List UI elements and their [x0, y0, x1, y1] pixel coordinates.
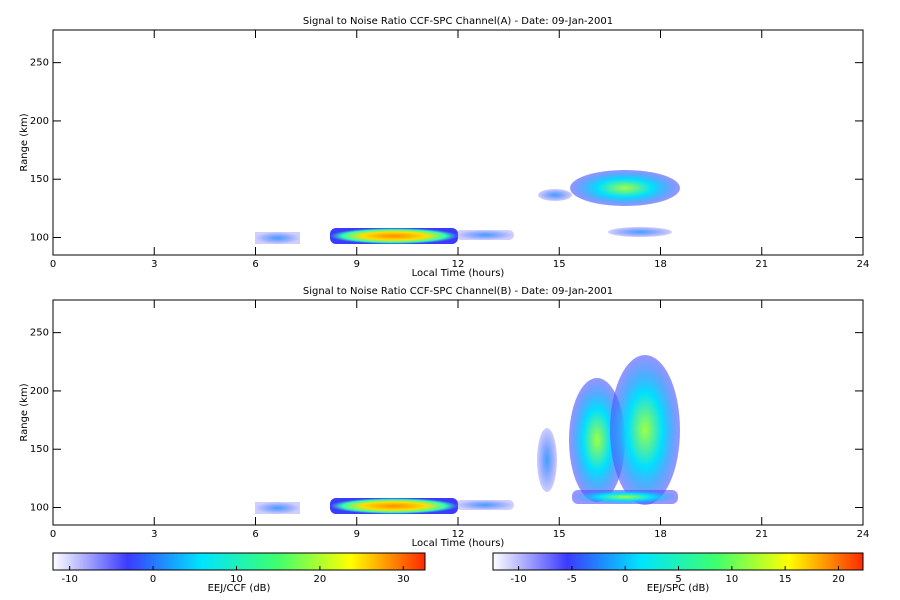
x-tick-label: 3 [151, 259, 157, 270]
x-tick-label: 15 [553, 259, 566, 270]
y-tick-label: 200 [30, 116, 49, 127]
y-tick-label: 250 [30, 328, 49, 339]
x-tick-label: 0 [50, 529, 56, 540]
colorbar-tick-label: -10 [510, 574, 526, 585]
x-tick-label: 9 [354, 529, 360, 540]
x-tick-label: 21 [755, 259, 768, 270]
x-axis-label: Local Time (hours) [412, 268, 505, 279]
colorbar-tick-label: -10 [62, 574, 78, 585]
chart-title: Signal to Noise Ratio CCF-SPC Channel(B)… [303, 286, 613, 297]
x-tick-label: 18 [654, 529, 667, 540]
x-tick-label: 24 [857, 529, 870, 540]
x-tick-label: 6 [252, 259, 258, 270]
y-axis-label: Range (km) [19, 113, 30, 171]
y-tick-label: 150 [30, 444, 49, 455]
echo-regions-a [255, 170, 680, 244]
colorbar-tick-label: -5 [567, 574, 577, 585]
x-tick-label: 0 [50, 259, 56, 270]
y-tick-label: 200 [30, 386, 49, 397]
colorbar [52, 552, 426, 571]
x-tick-label: 12 [452, 259, 465, 270]
plot-frame [52, 29, 864, 256]
colorbar-tick-label: 0 [622, 574, 628, 585]
x-axis-label: Local Time (hours) [412, 538, 505, 549]
y-tick-label: 100 [30, 503, 49, 514]
x-tick-label: 24 [857, 259, 870, 270]
y-tick-label: 150 [30, 174, 49, 185]
plot-frame [52, 299, 864, 526]
y-tick-label: 100 [30, 233, 49, 244]
colorbar-label: EEJ/CCF (dB) [208, 583, 271, 594]
colorbar-tick-label: 0 [150, 574, 156, 585]
x-tick-label: 21 [755, 529, 768, 540]
x-tick-label: 12 [452, 529, 465, 540]
echo-regions-b [255, 355, 680, 514]
colorbar-tick-label: 20 [314, 574, 327, 585]
x-tick-label: 18 [654, 259, 667, 270]
colorbar-tick-label: 20 [832, 574, 845, 585]
y-tick-label: 250 [30, 58, 49, 69]
colorbar-tick-label: 10 [230, 574, 243, 585]
x-tick-label: 9 [354, 259, 360, 270]
colorbar-tick-label: 15 [779, 574, 792, 585]
y-axis-label: Range (km) [19, 383, 30, 441]
x-tick-label: 6 [252, 529, 258, 540]
chart-title: Signal to Noise Ratio CCF-SPC Channel(A)… [303, 16, 613, 27]
colorbar-tick-label: 10 [725, 574, 738, 585]
colorbar-tick-label: 30 [397, 574, 410, 585]
colorbar [492, 552, 864, 571]
x-tick-label: 15 [553, 529, 566, 540]
colorbar-tick-label: 5 [675, 574, 681, 585]
x-tick-label: 3 [151, 529, 157, 540]
colorbar-label: EEJ/SPC (dB) [647, 583, 710, 594]
